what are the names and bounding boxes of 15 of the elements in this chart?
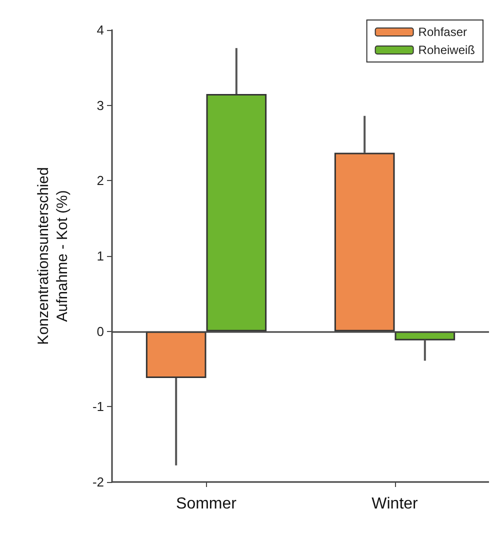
- y-axis-title: Konzentrationsunterschied Aufnahme - Kot (%): [35, 167, 71, 345]
- y-tick-label: 2: [96, 173, 104, 188]
- x-tick-label: Sommer: [176, 496, 238, 512]
- y-tick-label: 0: [96, 324, 104, 339]
- y-tick-label: 3: [96, 98, 104, 113]
- bar: [206, 94, 267, 332]
- y-tick-label: 4: [96, 22, 104, 38]
- bar: [334, 152, 395, 332]
- y-tick-label: 1: [96, 248, 104, 264]
- legend-label: Rohfaser: [418, 25, 468, 39]
- bar: [146, 331, 206, 378]
- y-tick-label: -2: [92, 474, 104, 490]
- legend-label: Roheiweiß: [418, 43, 476, 57]
- y-tick-label: -1: [92, 399, 104, 414]
- x-tick-label: Winter: [372, 496, 419, 512]
